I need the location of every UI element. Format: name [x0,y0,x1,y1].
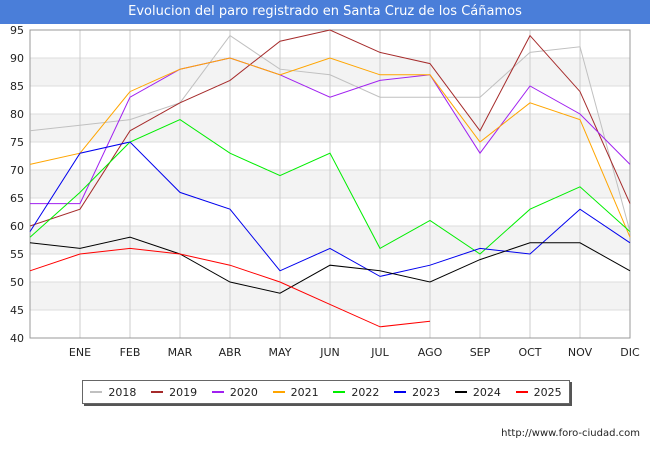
legend-item-2021: 2021 [272,385,319,399]
legend-label: 2021 [290,385,319,399]
legend-label: 2025 [533,385,562,399]
series-line-2023 [29,141,631,277]
legend-item-2023: 2023 [394,386,440,399]
y-tick-label: 75 [10,136,24,149]
y-tick-label: 60 [10,220,24,233]
x-tick-label: MAY [269,346,292,359]
x-tick-label: ABR [219,346,242,359]
x-tick-label: NOV [568,346,593,359]
footer-url: http://www.foro-ciudad.com [501,428,640,439]
legend-item-2018: 2018 [90,386,136,399]
series-line-2019 [29,29,631,227]
y-tick-label: 70 [10,164,24,177]
series-line-2024 [29,236,631,294]
y-tick-label: 50 [10,276,24,289]
legend-swatch [272,391,285,393]
x-tick-label: OCT [518,346,541,359]
series-line-2021 [29,57,631,238]
legend: 2018 2019 2020 2021 2022 2023 2024 2025 [82,380,570,404]
legend-swatch [211,391,224,393]
x-tick-label: MAR [168,346,193,359]
legend-item-2024: 2024 [454,385,501,399]
legend-label: 2020 [229,385,258,399]
x-tick-label: SEP [470,346,491,359]
x-tick-label: FEB [120,346,141,359]
legend-label: 2019 [169,385,198,399]
y-tick-label: 80 [10,108,24,121]
legend-swatch [333,391,346,393]
legend-label: 2023 [412,385,441,399]
y-tick-label: 40 [10,332,24,345]
legend-swatch [454,391,467,393]
legend-item-2019: 2019 [151,386,197,399]
legend-item-2025: 2025 [515,385,562,399]
x-tick-label: JUN [319,346,340,359]
legend-swatch [151,391,164,393]
axis-labels: 40 45 50 55 60 65 70 75 80 85 90 95 ENE FEB MAR ABR MAY J… [10,24,640,359]
legend-item-2020: 2020 [211,385,258,399]
series-line-2018 [29,34,631,232]
y-tick-label: 90 [10,52,24,65]
series-line-2025 [29,247,431,328]
legend-item-2022: 2022 [333,386,379,399]
x-tick-label: DIC [620,346,640,359]
chart-title: Evolucion del paro registrado en Santa C… [0,0,650,24]
x-tick-label: ENE [69,346,91,359]
series-line-2020 [30,57,631,205]
x-tick-label: AGO [418,346,443,359]
x-tick-label: JUL [370,346,389,359]
legend-label: 2022 [351,385,380,399]
y-tick-label: 45 [10,304,24,317]
series-lines [29,29,631,328]
y-tick-label: 55 [10,248,24,261]
legend-swatch [515,391,528,393]
legend-label: 2024 [472,385,501,399]
legend-swatch [90,391,103,393]
y-tick-label: 85 [10,80,24,93]
legend-label: 2018 [108,385,137,399]
y-tick-label: 95 [10,24,24,37]
legend-swatch [394,391,407,393]
y-tick-label: 65 [10,192,24,205]
